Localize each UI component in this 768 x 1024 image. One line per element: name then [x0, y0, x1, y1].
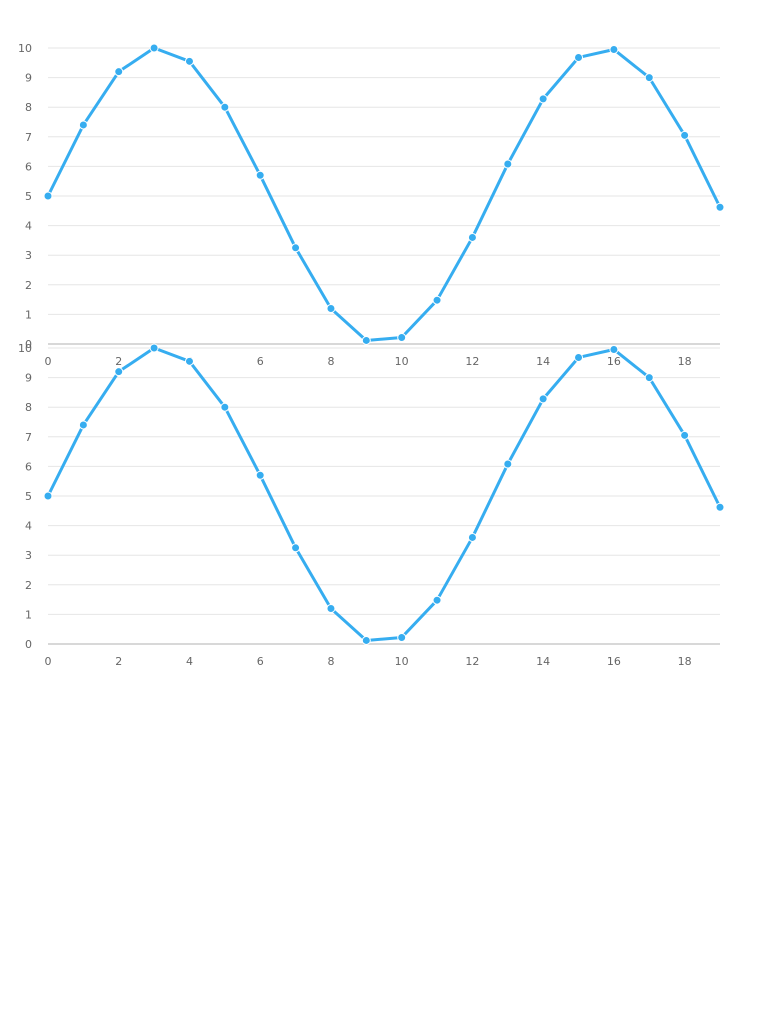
- top-y-tick-label: 3: [25, 249, 32, 262]
- top-data-point: [291, 243, 301, 253]
- top-y-tick-labels: 0 1 2 3 4 5 6 7 8 9 10: [18, 42, 32, 351]
- top-y-tick-label: 2: [25, 279, 32, 292]
- bottom-x-tick-label: 16: [607, 655, 621, 668]
- bottom-data-point: [715, 502, 725, 512]
- top-data-point: [220, 102, 230, 112]
- bottom-data-point: [467, 532, 477, 542]
- bottom-x-tick-label: 8: [327, 655, 334, 668]
- bottom-y-tick-label: 2: [25, 579, 32, 592]
- bottom-data-point: [220, 402, 230, 412]
- top-data-point: [574, 52, 584, 62]
- bottom-y-tick-label: 1: [25, 608, 32, 621]
- bottom-data-point: [114, 367, 124, 377]
- top-data-point: [644, 73, 654, 83]
- bottom-x-tick-label: 18: [678, 655, 692, 668]
- top-y-tick-label: 0: [25, 338, 32, 351]
- bottom-data-point: [503, 459, 513, 469]
- bottom-data-point: [609, 344, 619, 354]
- top-data-point: [397, 332, 407, 342]
- bottom-data-point: [680, 430, 690, 440]
- bottom-y-tick-label: 10: [18, 342, 32, 355]
- top-data-point: [43, 191, 53, 201]
- top-y-tick-label: 8: [25, 101, 32, 114]
- bottom-data-point: [432, 595, 442, 605]
- bottom-y-tick-label: 9: [25, 372, 32, 385]
- bottom-x-tick-label: 0: [45, 655, 52, 668]
- top-data-point: [114, 67, 124, 77]
- top-data-point: [432, 295, 442, 305]
- bottom-y-tick-label: 6: [25, 460, 32, 473]
- top-data-point: [149, 43, 159, 53]
- top-data-point: [184, 56, 194, 66]
- bottom-data-point: [78, 420, 88, 430]
- top-x-tick-label: 2: [115, 355, 122, 368]
- bottom-gridlines: [48, 347, 720, 615]
- top-data-point: [326, 303, 336, 313]
- top-data-point: [361, 335, 371, 345]
- line-chart-bottom: 0 1 2 3 4 5 6 7 8 9 10 0 2 4 6 8 10 12 14 16 18: [0, 300, 768, 668]
- bottom-y-tick-label: 0: [25, 638, 32, 651]
- top-data-point: [78, 120, 88, 130]
- bottom-data-point: [184, 356, 194, 366]
- bottom-data-point: [644, 373, 654, 383]
- top-data-point: [680, 130, 690, 140]
- bottom-data-point: [538, 394, 548, 404]
- top-data-point: [609, 44, 619, 54]
- top-x-tick-label: 12: [465, 355, 479, 368]
- top-y-tick-label: 1: [25, 308, 32, 321]
- top-y-tick-label: 10: [18, 42, 32, 55]
- bottom-series-line: [46, 346, 722, 642]
- bottom-data-point: [397, 632, 407, 642]
- bottom-x-tick-label: 10: [395, 655, 409, 668]
- bottom-x-tick-label: 6: [257, 655, 264, 668]
- top-x-tick-label: 0: [45, 355, 52, 368]
- top-x-tick-label: 6: [257, 355, 264, 368]
- bottom-y-tick-label: 3: [25, 549, 32, 562]
- bottom-data-point: [255, 470, 265, 480]
- top-data-point: [715, 202, 725, 212]
- bottom-data-point: [361, 635, 371, 645]
- bottom-data-point: [326, 603, 336, 613]
- bottom-y-tick-label: 8: [25, 401, 32, 414]
- top-data-point: [538, 94, 548, 104]
- bottom-series-points: [43, 343, 725, 645]
- top-x-tick-label: 18: [678, 355, 692, 368]
- top-y-tick-label: 6: [25, 160, 32, 173]
- bottom-y-tick-label: 4: [25, 520, 32, 533]
- bottom-data-point: [291, 543, 301, 553]
- top-data-point: [503, 159, 513, 169]
- bottom-x-tick-label: 4: [186, 655, 193, 668]
- top-y-tick-label: 7: [25, 131, 32, 144]
- top-x-tick-label: 10: [395, 355, 409, 368]
- top-y-tick-label: 9: [25, 72, 32, 85]
- top-x-tick-label: 8: [327, 355, 334, 368]
- top-y-tick-label: 5: [25, 190, 32, 203]
- bottom-y-tick-label: 7: [25, 431, 32, 444]
- bottom-data-point: [149, 343, 159, 353]
- bottom-data-point: [43, 491, 53, 501]
- bottom-y-tick-labels: 0 1 2 3 4 5 6 7 8 9 10: [18, 342, 32, 651]
- bottom-y-tick-label: 5: [25, 490, 32, 503]
- bottom-x-tick-label: 2: [115, 655, 122, 668]
- top-gridlines: [48, 47, 720, 315]
- top-series-line: [46, 46, 722, 342]
- top-x-tick-label: 14: [536, 355, 550, 368]
- top-y-tick-label: 4: [25, 220, 32, 233]
- top-x-tick-label: 16: [607, 355, 621, 368]
- bottom-x-tick-labels: 0 2 4 6 8 10 12 14 16 18: [45, 655, 692, 668]
- top-data-point: [255, 170, 265, 180]
- bottom-x-tick-label: 14: [536, 655, 550, 668]
- bottom-data-point: [574, 352, 584, 362]
- bottom-x-tick-label: 12: [465, 655, 479, 668]
- top-data-point: [467, 232, 477, 242]
- top-series-points: [43, 43, 725, 345]
